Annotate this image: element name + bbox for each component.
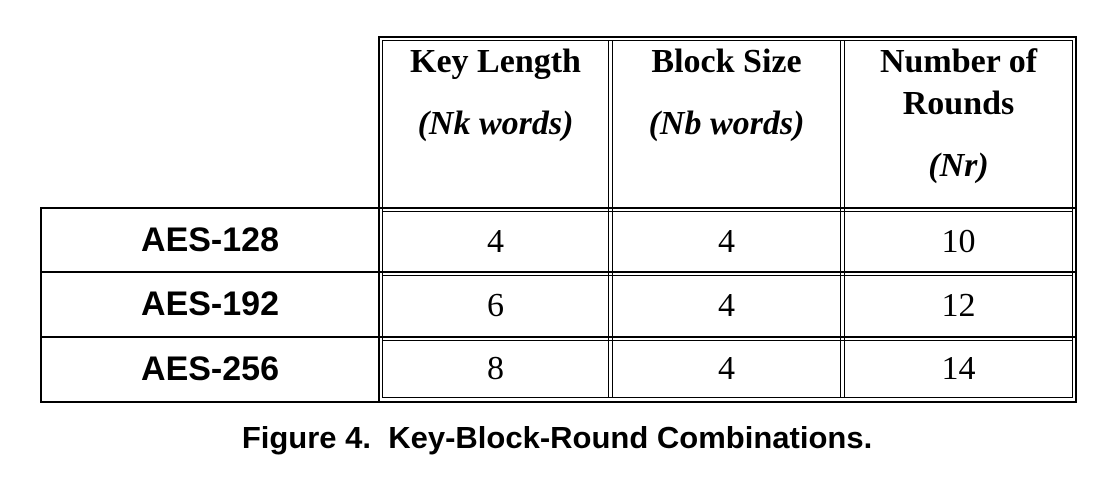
table-border	[40, 401, 1077, 403]
header-number-of-rounds: Number of Rounds (Nr)	[845, 41, 1072, 207]
table-border	[378, 36, 380, 403]
header-block-size: Block Size (Nb words)	[613, 41, 840, 207]
table-border	[608, 40, 609, 398]
table-border	[382, 211, 1073, 212]
table-border	[40, 207, 1077, 209]
cell-rounds: 14	[941, 350, 976, 387]
header-title: Number of	[879, 43, 1038, 80]
header-subtitle: (Nb words)	[648, 105, 805, 142]
table-border	[40, 271, 1077, 273]
table-border	[1075, 36, 1077, 403]
cell-block-size: 4	[718, 350, 735, 387]
header-title: Key Length	[410, 43, 581, 80]
row-label-aes-128: AES-128	[141, 220, 279, 259]
table-border	[382, 40, 383, 398]
table-border	[40, 207, 42, 403]
cell-block-size: 4	[718, 287, 735, 324]
header-subtitle: (Nk words)	[417, 105, 574, 142]
header-key-length: Key Length (Nk words)	[383, 41, 608, 207]
table-border	[382, 40, 1073, 41]
row-label-aes-192: AES-192	[141, 285, 279, 323]
table-border	[40, 336, 1077, 338]
cell-rounds: 12	[941, 287, 976, 324]
header-title: Block Size	[651, 43, 802, 80]
table-border	[840, 40, 841, 398]
header-title: Rounds	[902, 85, 1015, 122]
row-label-aes-256: AES-256	[141, 350, 279, 388]
cell-key-length: 4	[487, 222, 504, 260]
table-border	[378, 36, 1077, 38]
table-border	[612, 40, 613, 398]
cell-block-size: 4	[718, 222, 735, 260]
table-border	[844, 40, 845, 398]
figure-caption: Figure 4. Key-Block-Round Combinations.	[241, 420, 873, 455]
table-border	[382, 275, 1073, 276]
header-subtitle: (Nr)	[928, 147, 989, 184]
table-border	[1072, 40, 1073, 398]
table-border	[382, 340, 1073, 341]
cell-key-length: 6	[487, 287, 504, 324]
cell-key-length: 8	[487, 350, 504, 387]
table-border	[382, 397, 1073, 398]
cell-rounds: 10	[941, 222, 976, 260]
